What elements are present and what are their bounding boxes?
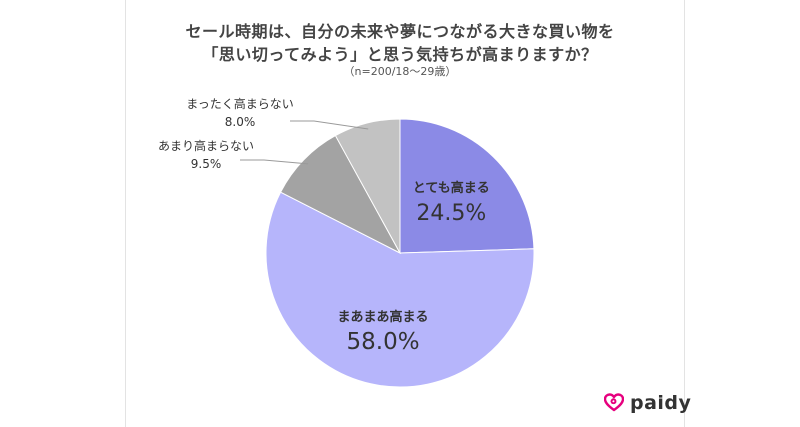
slice-label-2: まあまあ高まる <box>338 309 429 325</box>
slice-value-1: 24.5% <box>416 201 486 226</box>
chart-title-line-2: 「思い切ってみよう」と思う気持ちが高まりますか？ <box>202 45 598 64</box>
pie-slice-4 <box>334 118 401 254</box>
leader-line-4 <box>290 120 369 130</box>
paidy-logo: paidy <box>604 392 691 414</box>
pie-slice-1 <box>399 118 535 254</box>
slice-label-3: あまり高まらない <box>158 138 254 153</box>
slice-label-1: とても高まる <box>413 180 490 196</box>
slice-value-4: 8.0% <box>225 115 256 129</box>
paidy-heart-logo-icon <box>604 393 624 412</box>
pie-slice-2 <box>265 191 535 388</box>
slice-value-3: 9.5% <box>191 157 222 171</box>
slice-label-4: まったく高まらない <box>186 96 294 111</box>
slice-value-2: 58.0% <box>347 329 420 355</box>
chart-frame <box>125 0 685 427</box>
leader-line-3 <box>240 159 309 165</box>
pie-slice-3 <box>279 134 402 255</box>
paidy-wordmark: paidy <box>630 392 692 414</box>
chart-title-line-1: セール時期は、自分の未来や夢につながる大きな買い物を <box>185 22 615 41</box>
chart-sample-note: （n=200/18〜29歳） <box>343 65 457 78</box>
